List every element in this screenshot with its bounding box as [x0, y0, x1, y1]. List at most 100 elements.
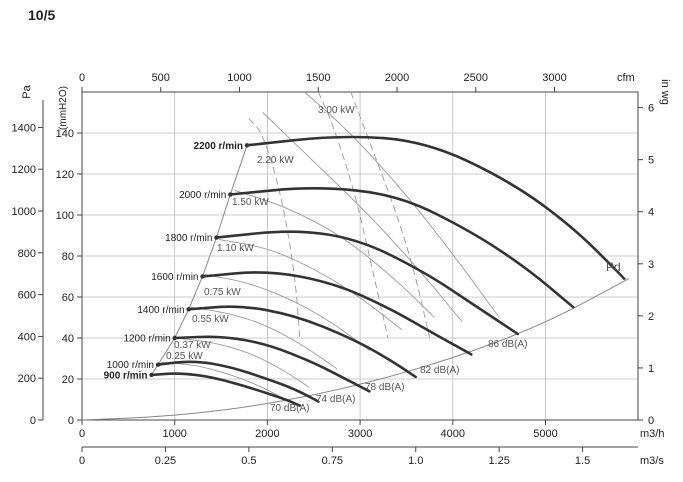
speed-curve [201, 271, 473, 356]
speed-curve-start [214, 235, 219, 240]
bottom2-tick-label: 0.5 [241, 455, 256, 467]
speed-label: 1000 r/min [107, 360, 154, 371]
speed-label: 1400 r/min [137, 305, 184, 316]
left-tick-label: 120 [56, 169, 74, 181]
left-tick-label: 0 [68, 415, 74, 427]
noise-curve [317, 91, 389, 339]
top-axis-label: cfm [617, 72, 635, 84]
power-label: 1.50 kW [232, 197, 269, 208]
speed-curve [229, 187, 575, 309]
left2-tick-label: 0 [30, 415, 36, 427]
power-label: 2.20 kW [257, 155, 294, 166]
left2-tick-label: 200 [18, 373, 36, 385]
top-tick-label: 2000 [385, 72, 409, 84]
axes: 0 1000 2000 3000 4000 5000 m3/h0 0.25 0.5 0.75 1.0… [12, 72, 671, 467]
left-tick-label: 80 [62, 251, 74, 263]
right-tick-label: 6 [648, 103, 654, 115]
noise-label: 78 dB(A) [365, 382, 404, 393]
speed-curve [173, 335, 371, 393]
speed-curve [150, 372, 302, 407]
left2-tick-label: 400 [18, 331, 36, 343]
noise-curve [248, 118, 301, 339]
speed-label: 1200 r/min [123, 334, 170, 345]
speed-curve-start [149, 372, 154, 378]
speed-label: 1800 r/min [165, 233, 212, 244]
right-axis-label: in wg [659, 79, 671, 105]
power-label: 3.00 kW [318, 105, 355, 116]
power-curve [174, 337, 310, 388]
left2-tick-label: 800 [18, 248, 36, 260]
speed-label: 900 r/min [104, 370, 148, 381]
bottom-tick-label: 2000 [255, 428, 279, 440]
bottom2-tick-label: 1.5 [575, 455, 590, 467]
chart-title: 10/5 [28, 7, 56, 23]
speed-label: 2000 r/min [179, 190, 226, 201]
left-axis-label: (mmH2O) [58, 86, 69, 130]
left-tick-label: 40 [62, 333, 74, 345]
speed-curve-start [172, 335, 177, 341]
bottom-tick-label: 1000 [162, 428, 186, 440]
noise-label: 86 dB(A) [488, 339, 527, 350]
power-label: 1.10 kW [217, 243, 254, 254]
right-tick-label: 3 [648, 259, 654, 271]
speed-curve-start [244, 143, 250, 148]
speed-curve-start [228, 192, 233, 197]
bottom2-tick-label: 1.25 [488, 455, 509, 467]
left2-tick-label: 1200 [12, 164, 36, 176]
curves [81, 91, 630, 421]
speed-curve [187, 305, 417, 379]
left-tick-label: 100 [56, 210, 74, 222]
speed-curve-start [200, 274, 205, 279]
left2-tick-label: 600 [18, 290, 36, 302]
power-label: 0.37 kW [174, 340, 211, 351]
top-tick-label: 3000 [542, 72, 566, 84]
power-label: 0.75 kW [204, 287, 241, 298]
left2-tick-label: 1400 [12, 122, 36, 134]
right-tick-label: 4 [648, 207, 654, 219]
power-label: 0.55 kW [192, 314, 229, 325]
power-curve [190, 306, 338, 370]
speed-label: 2200 r/min [194, 141, 243, 152]
noise-label: 74 dB(A) [316, 394, 355, 405]
speed-curve-start [155, 362, 161, 367]
speed-label: 1600 r/min [151, 272, 198, 283]
right-tick-label: 5 [648, 155, 654, 167]
power-curve [219, 239, 403, 331]
bottom-tick-label: 0 [79, 428, 85, 440]
noise-label: 82 dB(A) [420, 365, 459, 376]
noise-label: 70 dB(A) [270, 403, 309, 414]
bottom-tick-label: 5000 [533, 428, 557, 440]
bottom2-tick-label: 0 [79, 455, 85, 467]
envelope-line [151, 145, 248, 376]
top-tick-label: 2500 [464, 72, 488, 84]
noise-curve [350, 91, 431, 339]
bottom-axis-label: m3/h [640, 428, 664, 440]
speed-curve [215, 230, 519, 336]
grid [82, 92, 638, 420]
top-tick-label: 500 [152, 72, 170, 84]
speed-curve-start [186, 307, 191, 312]
bottom2-tick-label: 1.0 [408, 455, 423, 467]
top-tick-label: 1500 [306, 72, 330, 84]
bottom-tick-label: 4000 [441, 428, 465, 440]
left2-axis-label: Pa [21, 84, 33, 98]
top-tick-label: 0 [79, 72, 85, 84]
left2-tick-label: 1000 [12, 206, 36, 218]
left-tick-label: 140 [56, 128, 74, 140]
left-tick-label: 20 [62, 374, 74, 386]
speed-curve [156, 360, 320, 403]
bottom-tick-label: 3000 [348, 428, 372, 440]
right-tick-label: 2 [648, 311, 654, 323]
bottom2-tick-label: 0.25 [155, 455, 176, 467]
right-tick-label: 0 [648, 415, 654, 427]
power-label: 0.25 kW [166, 351, 203, 362]
pd-label: Pd [606, 260, 621, 274]
right-tick-label: 1 [648, 363, 654, 375]
left-tick-label: 60 [62, 292, 74, 304]
speed-curve [245, 135, 626, 280]
bottom2-tick-label: 0.75 [322, 455, 343, 467]
power-curve [262, 112, 463, 323]
pd-curve [81, 278, 630, 421]
